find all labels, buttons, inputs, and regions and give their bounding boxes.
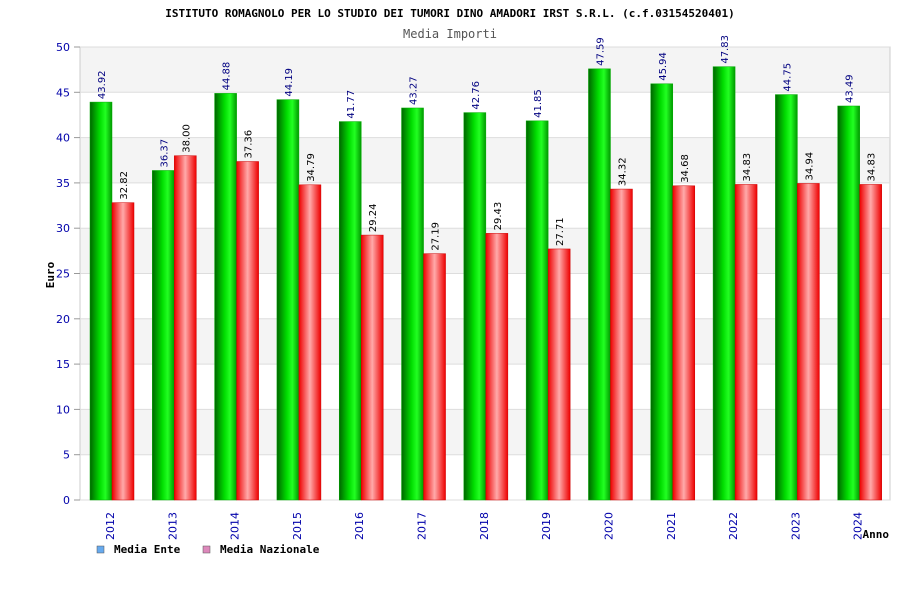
y-tick-label: 15 — [56, 358, 70, 371]
bar-media-nazionale-2021 — [672, 185, 696, 501]
y-tick-label: 25 — [56, 268, 70, 281]
bar-media-nazionale-2016 — [360, 234, 384, 501]
y-tick-label: 35 — [56, 177, 70, 190]
data-label: 44.75 — [782, 63, 793, 92]
x-tick-label: 2022 — [727, 512, 740, 540]
x-tick-label: 2016 — [353, 512, 366, 540]
bar-media-ente-2020 — [588, 68, 611, 501]
bars — [89, 66, 882, 501]
data-label: 44.88 — [222, 62, 233, 91]
bar-media-ente-2022 — [712, 66, 736, 501]
bar-media-nazionale-2022 — [734, 184, 758, 501]
bar-media-ente-2016 — [338, 121, 362, 501]
bar-media-nazionale-2017 — [423, 253, 446, 501]
bar-media-ente-2023 — [775, 94, 798, 501]
y-axis-ticks: 0 5 10 15 20 25 30 35 40 45 50 — [56, 41, 80, 507]
data-label: 45.94 — [658, 52, 669, 81]
data-label: 42.76 — [471, 81, 482, 110]
data-label: 36.37 — [159, 139, 170, 168]
bar-media-nazionale-2024 — [859, 184, 882, 501]
data-label: 29.43 — [493, 202, 504, 231]
x-tick-label: 2017 — [416, 512, 429, 540]
data-label: 43.49 — [845, 74, 856, 103]
data-label: 43.27 — [409, 76, 420, 105]
bar-media-nazionale-2020 — [610, 188, 633, 501]
data-label: 37.36 — [244, 130, 255, 159]
data-label: 38.00 — [181, 124, 192, 153]
bar-media-ente-2015 — [276, 99, 300, 501]
x-tick-label: 2014 — [229, 512, 242, 540]
bar-media-nazionale-2012 — [111, 202, 135, 501]
data-label: 34.32 — [617, 157, 628, 186]
data-label: 29.24 — [368, 203, 379, 232]
legend-label-media-nazionale: Media Nazionale — [220, 543, 320, 556]
data-label: 34.83 — [742, 153, 753, 182]
x-axis-ticks: 2012 2013 2014 2015 2016 2017 2018 2019 2020 2021… — [104, 512, 865, 540]
x-axis-label: Anno — [863, 528, 890, 541]
data-labels: 43.92 32.82 36.37 38.00 44.88 37.36 44.19 34.79… — [97, 35, 878, 251]
y-tick-label: 30 — [56, 222, 70, 235]
bar-media-ente-2012 — [89, 101, 113, 501]
x-tick-label: 2015 — [291, 512, 304, 540]
chart-subtitle: Media Importi — [403, 27, 497, 41]
x-tick-label: 2020 — [602, 512, 615, 540]
data-label: 34.83 — [867, 153, 878, 182]
data-label: 34.68 — [680, 154, 691, 183]
x-tick-label: 2019 — [540, 512, 553, 540]
y-tick-label: 40 — [56, 132, 70, 145]
bar-media-nazionale-2014 — [236, 161, 259, 501]
bar-media-nazionale-2023 — [797, 183, 820, 501]
bar-media-ente-2017 — [401, 107, 424, 501]
data-label: 47.83 — [720, 35, 731, 64]
data-label: 41.85 — [533, 89, 544, 118]
data-label: 41.77 — [346, 90, 357, 119]
y-axis-label: Euro — [44, 261, 57, 288]
y-tick-label: 45 — [56, 86, 70, 99]
data-label: 27.71 — [555, 217, 566, 246]
data-label: 32.82 — [119, 171, 130, 200]
x-tick-label: 2023 — [789, 512, 802, 540]
data-label: 27.19 — [431, 222, 442, 251]
x-tick-label: 2012 — [104, 512, 117, 540]
legend: Media Ente Media Nazionale — [96, 543, 320, 556]
bar-media-ente-2013 — [152, 170, 175, 501]
y-tick-label: 10 — [56, 403, 70, 416]
y-tick-label: 5 — [63, 449, 70, 462]
bar-media-ente-2014 — [214, 93, 237, 501]
bar-media-ente-2018 — [463, 112, 487, 501]
bar-media-ente-2024 — [837, 105, 860, 501]
data-label: 34.79 — [306, 153, 317, 182]
y-tick-label: 0 — [63, 494, 70, 507]
data-label: 44.19 — [284, 68, 295, 97]
bar-media-nazionale-2018 — [485, 233, 509, 501]
x-tick-label: 2024 — [852, 512, 865, 540]
legend-swatch-media-nazionale — [202, 545, 211, 554]
x-tick-label: 2013 — [166, 512, 179, 540]
legend-swatch-media-ente — [96, 545, 105, 554]
data-label: 43.92 — [97, 70, 108, 99]
x-tick-label: 2018 — [478, 512, 491, 540]
y-tick-label: 50 — [56, 41, 70, 54]
data-label: 47.59 — [595, 37, 606, 66]
legend-label-media-ente: Media Ente — [114, 543, 181, 556]
chart-title: ISTITUTO ROMAGNOLO PER LO STUDIO DEI TUM… — [165, 7, 735, 20]
bar-media-ente-2019 — [525, 120, 549, 501]
plot-band — [80, 47, 890, 93]
y-tick-label: 20 — [56, 313, 70, 326]
data-label: 34.94 — [804, 152, 815, 181]
x-tick-label: 2021 — [665, 512, 678, 540]
bar-media-nazionale-2013 — [174, 155, 197, 501]
bar-media-nazionale-2015 — [298, 184, 322, 501]
bar-media-ente-2021 — [650, 83, 674, 501]
bar-media-nazionale-2019 — [547, 248, 571, 501]
